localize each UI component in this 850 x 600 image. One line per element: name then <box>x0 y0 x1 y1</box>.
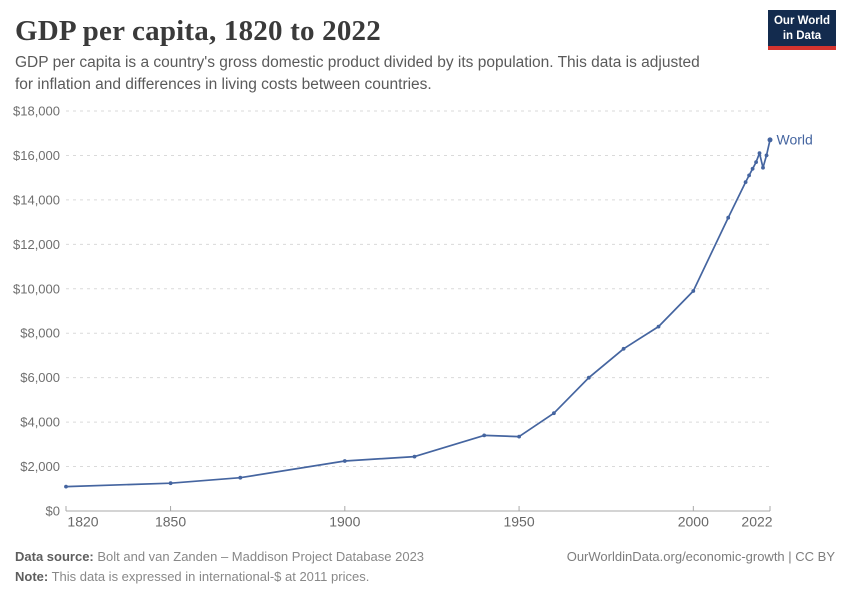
data-point-marker <box>754 160 758 165</box>
data-source-label: Data source: <box>15 549 94 564</box>
y-tick-label: $18,000 <box>13 104 60 119</box>
chart-footer: Data source: Bolt and van Zanden – Maddi… <box>15 547 835 586</box>
series-label: World <box>777 131 813 147</box>
y-tick-label: $12,000 <box>13 237 60 252</box>
data-point-marker <box>342 459 347 463</box>
owid-logo-line1: Our World <box>773 15 830 27</box>
data-point-marker <box>238 475 243 480</box>
data-point-marker <box>621 346 626 351</box>
data-point-marker <box>656 324 661 329</box>
y-tick-label: $0 <box>46 504 60 519</box>
credit-link[interactable]: OurWorldinData.org/economic-growth | CC … <box>566 549 835 564</box>
series-line <box>65 139 771 488</box>
owid-logo[interactable]: Our World in Data <box>768 10 836 51</box>
data-point-marker <box>168 481 173 486</box>
y-tick-label: $10,000 <box>13 281 60 296</box>
data-point-marker <box>750 166 755 171</box>
data-point-marker <box>767 137 773 143</box>
x-tick-label: 1850 <box>155 514 186 530</box>
data-point-marker <box>757 151 762 156</box>
x-tick-label: 1820 <box>67 514 98 530</box>
data-point-marker <box>517 434 521 439</box>
data-point-marker <box>412 454 417 459</box>
x-tick-label: 2000 <box>678 514 709 530</box>
data-point-marker <box>64 484 68 489</box>
y-tick-label: $14,000 <box>13 192 60 207</box>
data-point-marker <box>764 153 769 158</box>
data-point-marker <box>482 433 487 438</box>
data-source-text: Bolt and van Zanden – Maddison Project D… <box>93 549 425 564</box>
page-title: GDP per capita, 1820 to 2022 <box>15 15 381 47</box>
data-point-marker <box>761 165 765 170</box>
data-point-marker <box>747 173 751 178</box>
data-point-marker <box>691 289 696 293</box>
data-point-marker <box>726 215 731 220</box>
data-point-marker <box>743 180 748 185</box>
y-tick-label: $2,000 <box>20 459 60 474</box>
x-tick-label: 1900 <box>329 514 360 530</box>
y-tick-label: $8,000 <box>20 326 60 341</box>
data-source-line: Data source: Bolt and van Zanden – Maddi… <box>15 547 424 567</box>
owid-logo-line2: in Data <box>782 29 822 42</box>
data-point-marker <box>552 411 556 416</box>
x-tick-label: 2022 <box>741 514 772 530</box>
y-tick-label: $16,000 <box>13 148 60 163</box>
x-tick-label: 1950 <box>503 514 534 530</box>
y-tick-label: $6,000 <box>20 370 60 385</box>
note-text: This data is expressed in international-… <box>48 568 370 584</box>
chart-subtitle: GDP per capita is a country's gross dome… <box>15 54 700 93</box>
y-tick-label: $4,000 <box>20 415 60 430</box>
footer-left: Data source: Bolt and van Zanden – Maddi… <box>15 547 424 586</box>
note-line: Note: This data is expressed in internat… <box>15 567 424 587</box>
note-label: Note: <box>15 568 49 584</box>
data-point-marker <box>586 375 591 380</box>
